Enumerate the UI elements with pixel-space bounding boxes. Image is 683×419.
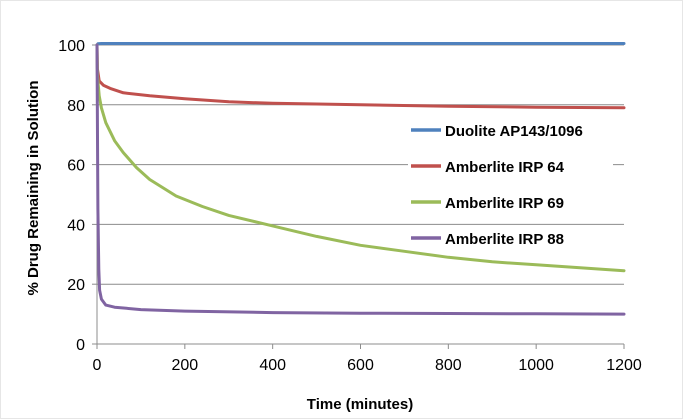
legend-label-4: Amberlite IRP 88 — [445, 231, 564, 248]
series-lines — [95, 42, 626, 316]
x-tick-label: 200 — [171, 357, 198, 374]
series-line-3 — [95, 43, 626, 273]
x-tick-label: 400 — [259, 357, 286, 374]
x-tick-label: 1000 — [518, 357, 554, 374]
y-tick-label: 60 — [67, 158, 85, 175]
y-tick-label: 40 — [67, 217, 85, 234]
x-tick-label: 0 — [93, 357, 102, 374]
y-tick-label: 20 — [67, 277, 85, 294]
legend-label-2: Amberlite IRP 64 — [445, 159, 565, 176]
legend: Duolite AP143/1096 Amberlite IRP 64 Amberl… — [408, 119, 613, 249]
legend-background — [408, 227, 613, 249]
legend-background — [408, 155, 613, 177]
legend-label-3: Amberlite IRP 69 — [445, 195, 564, 212]
y-tick-label: 80 — [67, 98, 85, 115]
y-axis-title: % Drug Remaining in Solution — [25, 81, 42, 296]
y-tick-label: 100 — [58, 38, 85, 55]
legend-background — [408, 191, 613, 213]
legend-background — [408, 119, 613, 141]
series-line-1 — [95, 42, 626, 47]
x-tick-label: 600 — [347, 357, 374, 374]
series-line-2 — [95, 43, 626, 110]
series-line-4 — [95, 43, 626, 316]
x-tick-label: 800 — [435, 357, 462, 374]
legend-label-1: Duolite AP143/1096 — [445, 123, 583, 140]
x-tick-label: 1200 — [606, 357, 642, 374]
x-axis-title: Time (minutes) — [307, 396, 413, 413]
y-tick-label: 0 — [76, 337, 85, 354]
